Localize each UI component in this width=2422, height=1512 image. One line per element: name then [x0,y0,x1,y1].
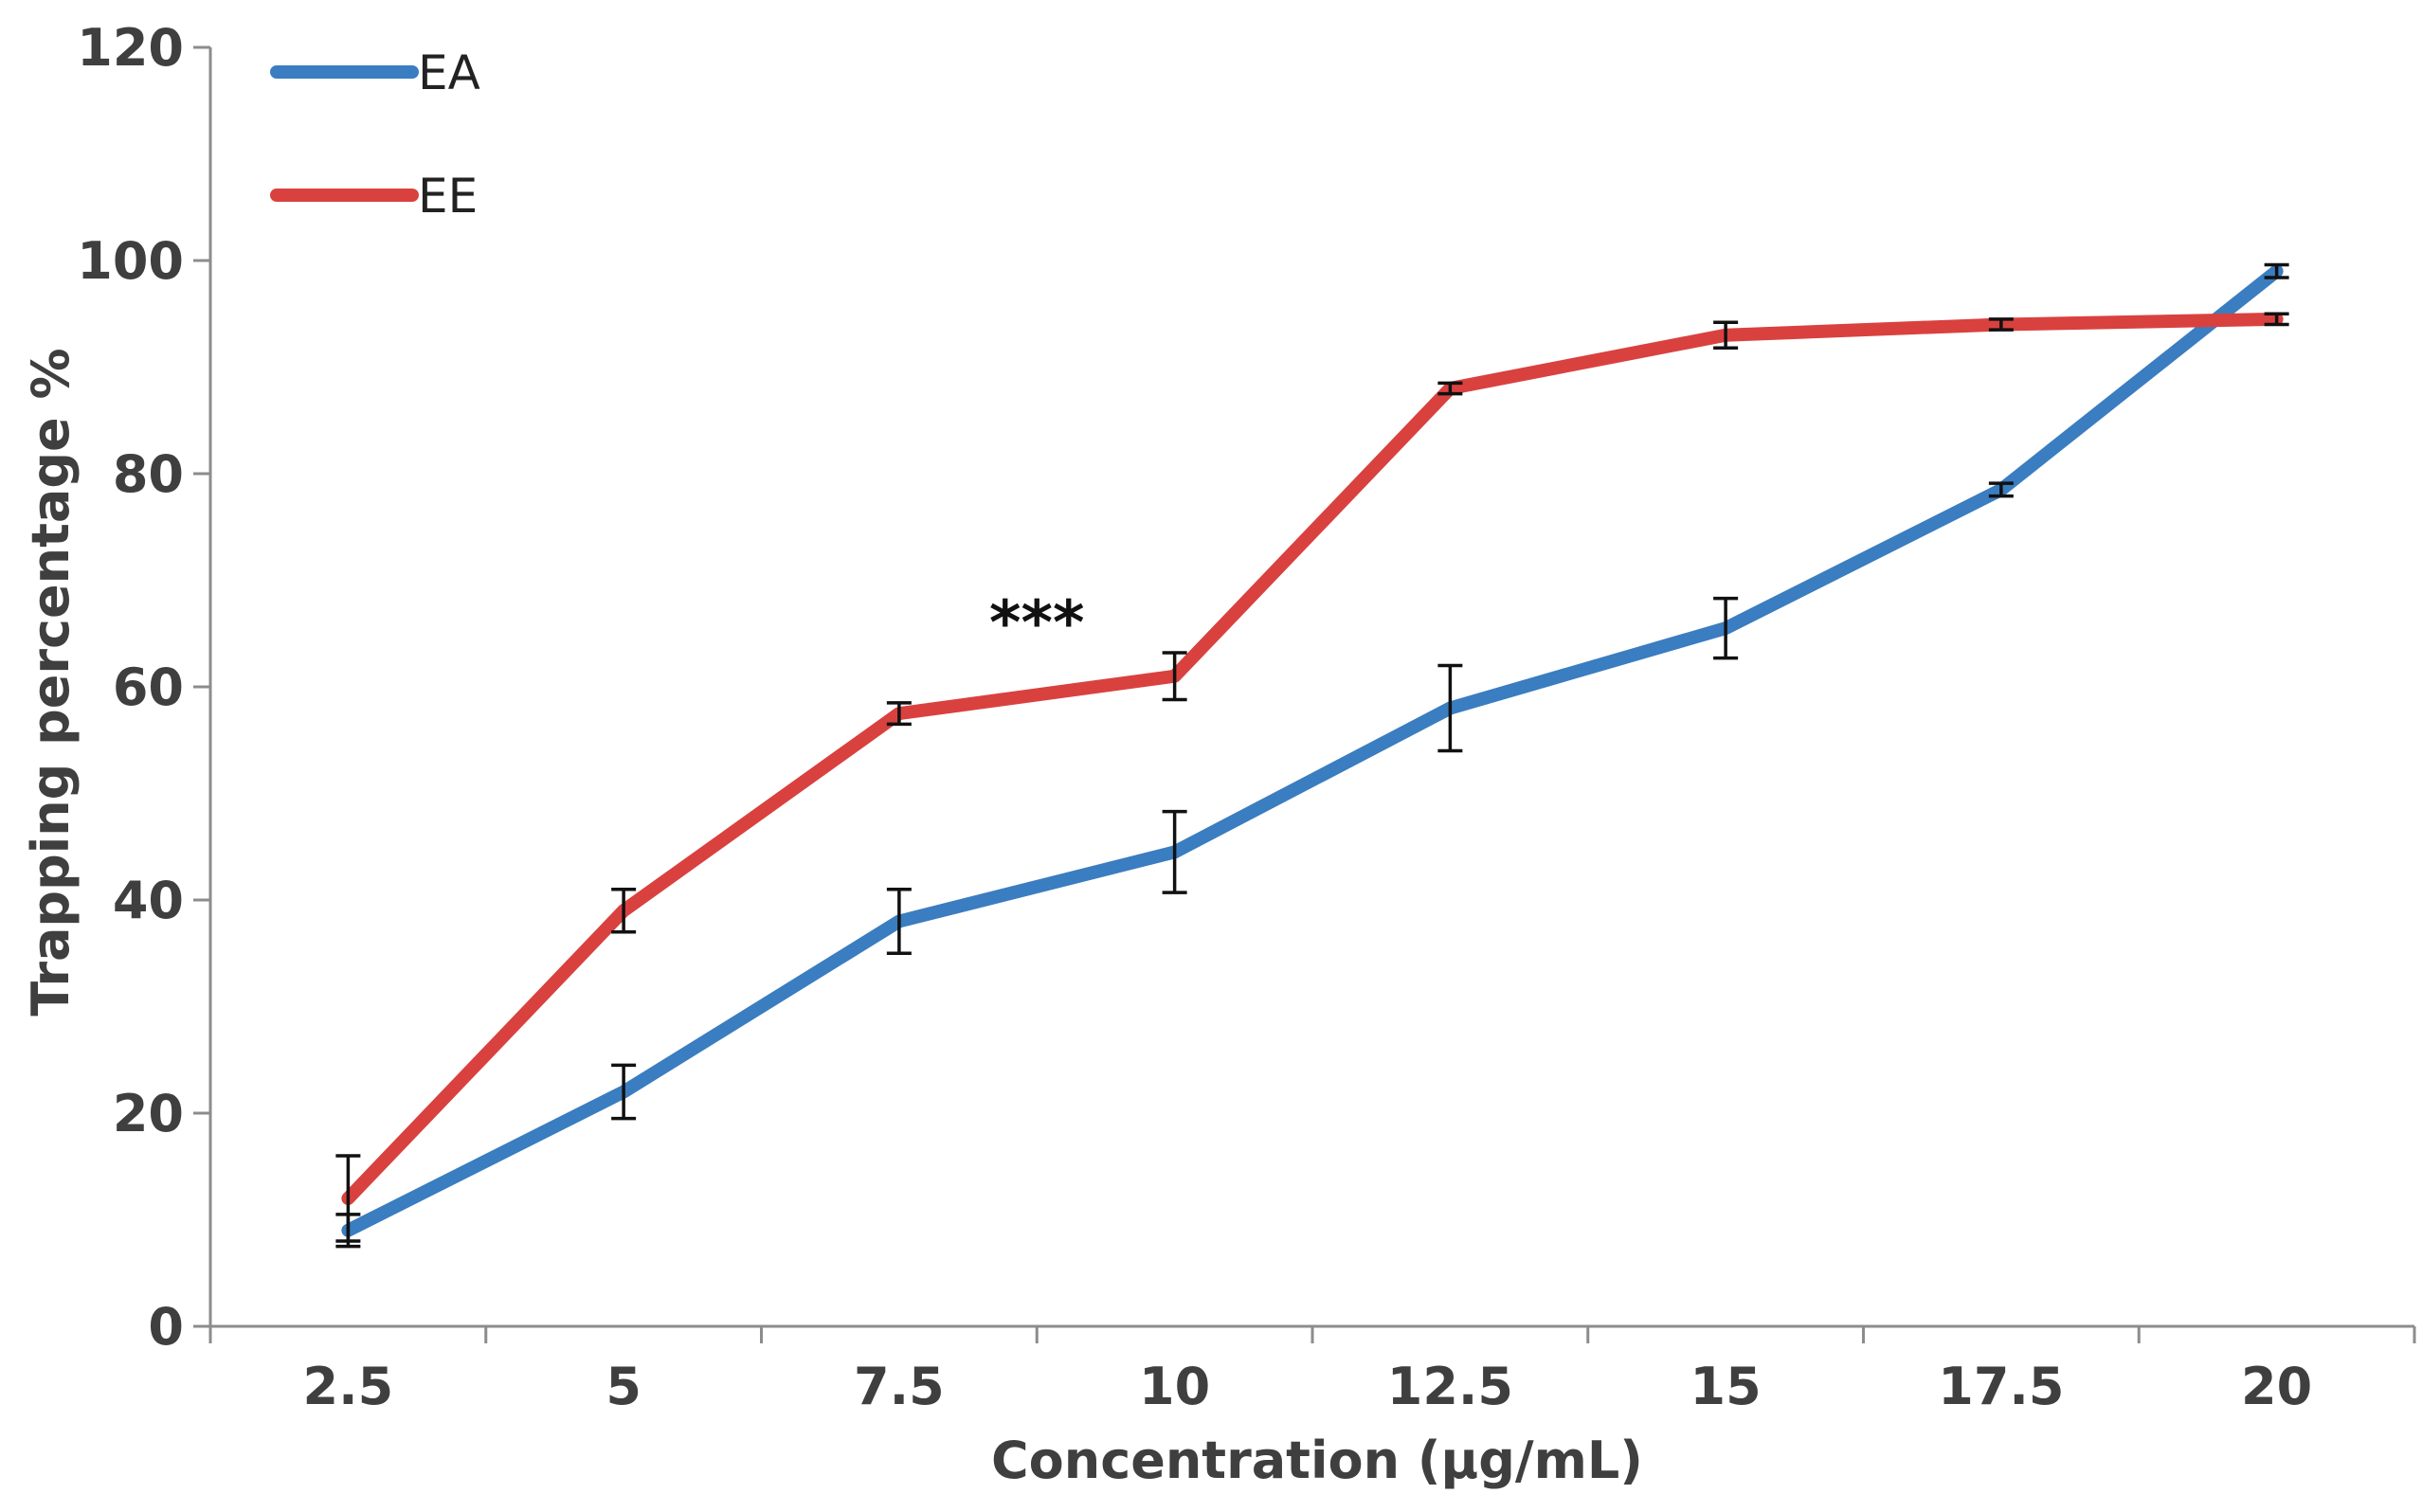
error-bars [335,262,2289,1249]
x-axis-title: Concentration (μg/mL) [991,1431,1643,1490]
y-axis-title: Trapping percentage % [21,348,81,1016]
legend: EA EE [270,45,480,224]
y-tick-label: 60 [113,657,184,717]
x-tick-label: 20 [2241,1357,2312,1416]
series-line-ea [341,264,2284,1237]
x-tick-label: 5 [606,1357,642,1416]
annotations: *** [989,589,1084,659]
x-tick-label: 15 [1690,1357,1762,1416]
x-tick-label: 10 [1139,1357,1210,1416]
x-tick-label: 2.5 [303,1357,394,1416]
y-tick-label: 100 [77,231,184,291]
y-tick-label: 80 [113,444,184,504]
y-tick-label: 40 [113,871,184,930]
significance-annotation: *** [989,589,1084,659]
tick-labels: 0 20 40 60 80 100 120 2.5 5 7.5 10 12.5 15 17.5 20 [77,18,2312,1416]
y-tick-label: 0 [148,1297,184,1357]
y-tick-label: 120 [77,18,184,78]
series-lines [341,264,2284,1237]
x-tick-label: 17.5 [1938,1357,2064,1416]
x-tick-label: 12.5 [1387,1357,1513,1416]
series-line-ee [341,312,2284,1205]
y-tick-label: 20 [113,1084,184,1143]
legend-label-ee: EE [418,169,478,224]
legend-label-ea: EA [418,45,480,100]
axes [193,45,2416,1343]
x-tick-label: 7.5 [854,1357,945,1416]
